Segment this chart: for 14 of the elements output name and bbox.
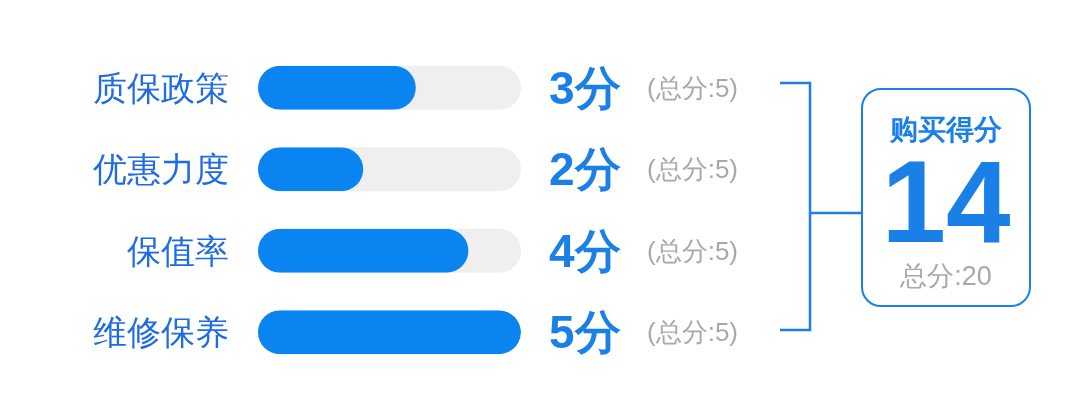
- text: (总分:5): [647, 73, 738, 103]
- text: 总分:20: [899, 260, 993, 292]
- bar: [258, 310, 521, 355]
- y-tick-label: 维修保养: [93, 313, 229, 352]
- data-label: 4分: [549, 225, 621, 277]
- y-tick-label: 保值率: [127, 231, 229, 270]
- text: (总分:5): [647, 317, 738, 347]
- data-label: 5分: [549, 306, 621, 358]
- data-label: 2分: [549, 143, 621, 195]
- y-tick-label: 质保政策: [93, 68, 229, 107]
- y-tick-label: 优惠力度: [93, 150, 229, 189]
- text: (总分:5): [647, 236, 738, 266]
- data-label: 3分: [549, 62, 621, 114]
- text: (总分:5): [647, 154, 738, 184]
